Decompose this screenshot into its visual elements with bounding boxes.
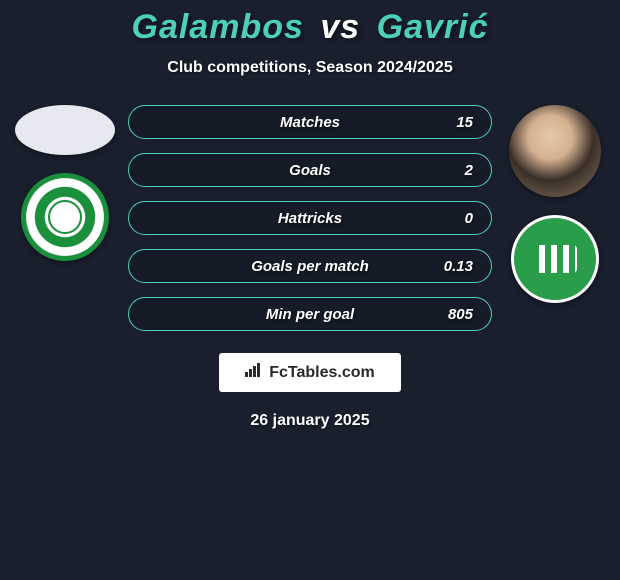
stat-row: Min per goal 805: [128, 297, 492, 331]
chart-icon: [245, 363, 263, 382]
stat-row: Matches 15: [128, 105, 492, 139]
brand-text: FcTables.com: [269, 364, 375, 382]
stat-right-value: 15: [413, 114, 473, 131]
brand-box: FcTables.com: [219, 353, 401, 392]
footer: FcTables.com 26 january 2025: [0, 353, 620, 430]
stat-label: Goals per match: [207, 258, 413, 275]
stats-column: Matches 15 Goals 2 Hattricks 0 Goals per…: [120, 105, 500, 331]
left-player-column: [10, 105, 120, 261]
comparison-title: Galambos vs Gavrić: [0, 8, 620, 47]
date-text: 26 january 2025: [0, 412, 620, 430]
vs-text: vs: [320, 8, 360, 46]
player2-name: Gavrić: [377, 8, 489, 46]
stat-row: Goals 2: [128, 153, 492, 187]
stat-label: Hattricks: [207, 210, 413, 227]
player1-portrait: [15, 105, 115, 155]
stat-row: Hattricks 0: [128, 201, 492, 235]
stat-label: Matches: [207, 114, 413, 131]
header: Galambos vs Gavrić Club competitions, Se…: [0, 0, 620, 77]
stat-right-value: 0: [413, 210, 473, 227]
player1-club-badge: [21, 173, 109, 261]
stat-right-value: 0.13: [413, 258, 473, 275]
stat-row: Goals per match 0.13: [128, 249, 492, 283]
player2-portrait: [509, 105, 601, 197]
stat-label: Goals: [207, 162, 413, 179]
content-row: Matches 15 Goals 2 Hattricks 0 Goals per…: [0, 105, 620, 331]
player1-name: Galambos: [132, 8, 304, 46]
stat-right-value: 2: [413, 162, 473, 179]
club-badge-inner: [520, 224, 590, 294]
player2-club-badge: [511, 215, 599, 303]
right-player-column: [500, 105, 610, 303]
stat-right-value: 805: [413, 306, 473, 323]
badge-stripes: [533, 245, 577, 273]
subtitle: Club competitions, Season 2024/2025: [0, 59, 620, 77]
stat-label: Min per goal: [207, 306, 413, 323]
